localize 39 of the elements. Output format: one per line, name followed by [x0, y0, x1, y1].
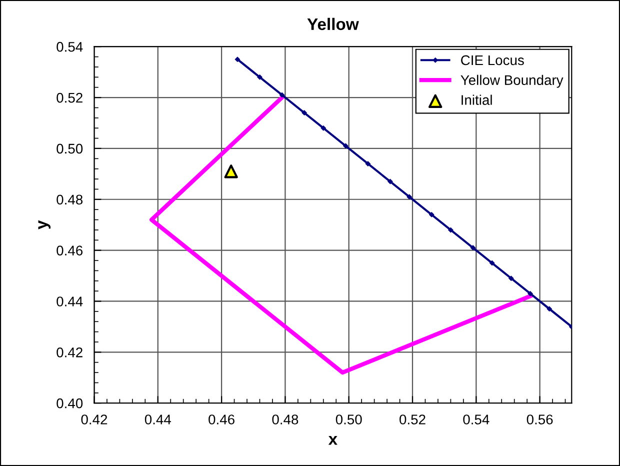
x-axis-title: x: [328, 436, 338, 445]
point: [388, 179, 393, 184]
y-tick-label: 0.48: [56, 194, 83, 205]
y-tick-label: 0.40: [56, 398, 83, 408]
y-axis-title: y: [38, 220, 51, 230]
y-tick-label: 0.42: [56, 347, 82, 358]
legend-label: Initial: [462, 94, 492, 105]
point: [365, 161, 370, 166]
point: [429, 212, 434, 218]
x-tick-label: 0.54: [463, 414, 490, 424]
x-tick-label: 0.50: [336, 414, 362, 424]
point: [343, 143, 348, 148]
legend-label: Yellow Boundary: [460, 74, 564, 88]
point: [234, 56, 240, 62]
y-tick-label: 0.46: [56, 246, 83, 256]
x-tick-label: 0.56: [526, 414, 553, 424]
point: [406, 194, 412, 200]
point: [448, 227, 454, 232]
y-tick-label: 0.52: [56, 92, 82, 103]
point: [546, 306, 552, 312]
chart-title: Yellow: [307, 18, 359, 30]
point: [320, 126, 326, 131]
point: [257, 74, 262, 80]
y-tick-label: 0.44: [56, 296, 83, 306]
x-tick-label: 0.52: [400, 414, 426, 424]
x-tick-label: 0.48: [272, 414, 298, 424]
point: [280, 92, 284, 98]
x-tick-label: 0.44: [144, 414, 172, 424]
x-tick-label: 0.42: [81, 414, 108, 424]
x-tick-label: 0.46: [208, 414, 234, 424]
y-tick-label: 0.50: [56, 144, 83, 154]
legend-label: CIE Locus: [461, 55, 524, 66]
point: [508, 276, 514, 281]
point: [302, 110, 307, 116]
point: [470, 245, 476, 250]
point: [528, 291, 533, 296]
point: [490, 260, 495, 266]
y-tick-label: 0.54: [56, 42, 83, 52]
point: [224, 164, 238, 178]
